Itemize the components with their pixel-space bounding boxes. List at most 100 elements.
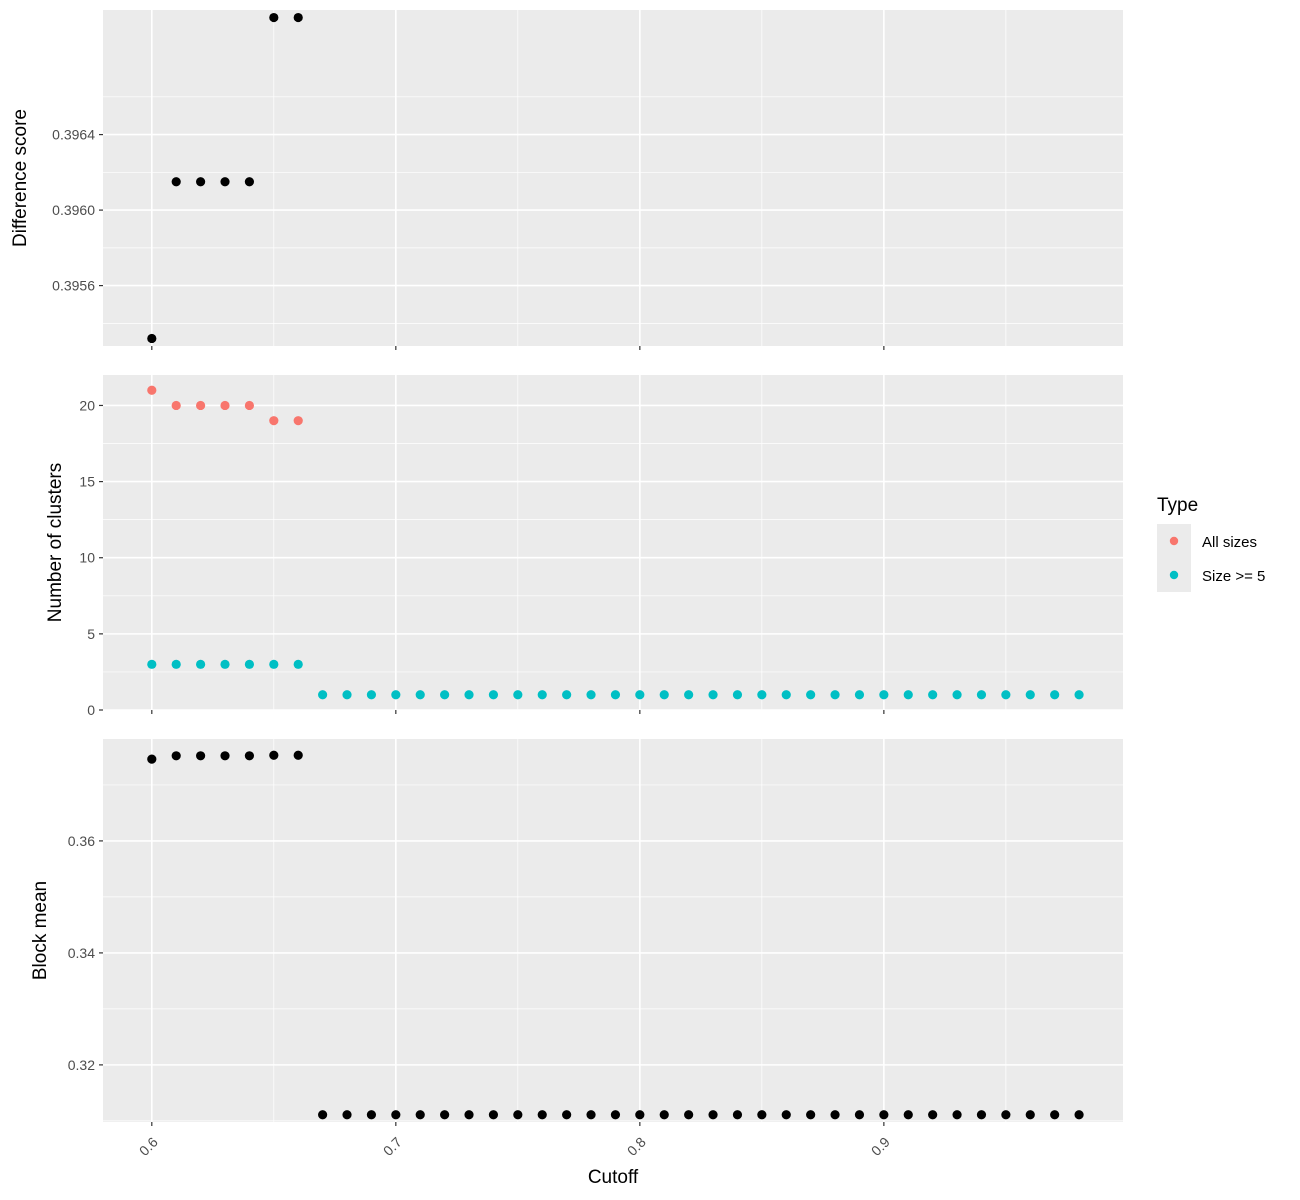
data-point-size-5 — [732, 690, 743, 700]
data-point-series — [244, 751, 255, 761]
data-point-all-sizes — [244, 400, 255, 411]
data-point-series — [806, 1110, 816, 1120]
y-axis-title: Number of clusters — [45, 463, 66, 622]
data-point-size-5 — [440, 690, 450, 700]
data-point-series — [269, 12, 279, 23]
data-point-series — [366, 1110, 377, 1120]
x-tick-label: 0.8 — [624, 1134, 649, 1159]
data-point-series — [342, 1110, 352, 1120]
y-tick-label: 5 — [87, 626, 95, 642]
data-point-size-5 — [708, 690, 718, 700]
legend-title: Type — [1157, 495, 1198, 516]
data-point-series — [952, 1110, 962, 1120]
data-point-series — [196, 751, 206, 761]
data-point-series — [440, 1110, 450, 1120]
data-point-size-5 — [610, 690, 621, 700]
data-point-series — [293, 12, 303, 23]
y-tick-label: 0 — [87, 702, 95, 718]
x-tick-label: 0.6 — [136, 1134, 161, 1159]
data-point-size-5 — [781, 690, 791, 700]
data-point-all-sizes — [269, 416, 279, 426]
data-point-size-5 — [391, 690, 401, 700]
x-axis-title: Cutoff — [588, 1167, 639, 1188]
chart-panels: 0.3956 0.3960 0.3964 Difference score 0 5 10 15… — [10, 10, 1123, 1188]
panel-background — [103, 375, 1123, 710]
data-point-series — [391, 1110, 401, 1120]
data-point-series — [879, 1110, 889, 1120]
data-point-series — [928, 1110, 938, 1120]
data-point-series — [147, 333, 157, 344]
data-point-series — [732, 1110, 743, 1120]
data-point-series — [610, 1110, 621, 1120]
x-tick-label: 0.7 — [380, 1134, 405, 1159]
data-point-size-5 — [562, 690, 572, 700]
data-point-series — [684, 1110, 694, 1120]
data-point-size-5 — [952, 690, 962, 700]
data-point-series — [854, 1110, 865, 1120]
data-point-size-5 — [537, 690, 547, 700]
data-point-series — [708, 1110, 718, 1120]
y-tick-label: 0.3956 — [52, 278, 95, 294]
data-point-series — [976, 1110, 987, 1120]
data-point-size-5 — [366, 690, 377, 700]
data-point-series — [659, 1110, 669, 1120]
data-point-series — [488, 1110, 499, 1120]
panel-number-of-clusters: 0 5 10 15 20 Number of clusters — [45, 375, 1123, 718]
y-tick-label: 15 — [79, 474, 95, 490]
data-point-series — [757, 1110, 767, 1120]
data-point-size-5 — [269, 659, 279, 669]
data-point-series — [562, 1110, 572, 1120]
y-tick-label: 0.32 — [68, 1057, 95, 1073]
data-point-size-5 — [293, 659, 303, 669]
y-tick-label: 0.36 — [68, 833, 95, 849]
data-point-size-5 — [635, 690, 645, 700]
data-point-size-5 — [464, 690, 474, 700]
x-tick-label: 0.9 — [868, 1134, 893, 1159]
y-axis-title: Difference score — [10, 109, 31, 247]
data-point-all-sizes — [171, 400, 181, 411]
data-point-size-5 — [586, 690, 596, 700]
data-point-size-5 — [318, 690, 328, 700]
legend-marker-size-5 — [1169, 570, 1179, 580]
data-point-series — [171, 177, 181, 187]
data-point-all-sizes — [220, 400, 230, 411]
data-point-size-5 — [1025, 690, 1035, 700]
data-point-series — [635, 1110, 645, 1120]
data-point-series — [244, 177, 255, 187]
data-point-size-5 — [806, 690, 816, 700]
data-point-series — [293, 750, 303, 760]
data-point-series — [1074, 1110, 1084, 1120]
data-point-size-5 — [757, 690, 767, 700]
y-tick-label: 0.34 — [68, 945, 95, 961]
legend-label-size-5: Size >= 5 — [1202, 568, 1265, 585]
data-point-series — [903, 1110, 913, 1120]
data-point-series — [147, 754, 157, 764]
data-point-size-5 — [830, 690, 840, 700]
data-point-size-5 — [513, 690, 523, 700]
data-point-size-5 — [1074, 690, 1084, 700]
data-point-size-5 — [220, 659, 230, 669]
data-point-size-5 — [903, 690, 913, 700]
data-point-series — [269, 750, 279, 760]
data-point-size-5 — [684, 690, 694, 700]
data-point-all-sizes — [147, 385, 157, 395]
data-point-size-5 — [879, 690, 889, 700]
data-point-size-5 — [342, 690, 352, 700]
data-point-series — [318, 1110, 328, 1120]
data-point-size-5 — [1050, 690, 1060, 700]
data-point-size-5 — [1001, 690, 1011, 700]
data-point-series — [171, 751, 181, 761]
y-tick-label: 10 — [79, 550, 95, 566]
y-tick-label: 20 — [79, 397, 95, 413]
data-point-series — [830, 1110, 840, 1120]
data-point-series — [537, 1110, 547, 1120]
legend: Type All sizes Size >= 5 — [1157, 495, 1265, 592]
data-point-size-5 — [415, 690, 425, 700]
y-axis-title: Block mean — [30, 881, 51, 980]
data-point-size-5 — [488, 690, 499, 700]
data-point-size-5 — [976, 690, 987, 700]
y-tick-label: 0.3964 — [52, 127, 95, 143]
data-point-size-5 — [147, 659, 157, 669]
data-point-size-5 — [854, 690, 865, 700]
